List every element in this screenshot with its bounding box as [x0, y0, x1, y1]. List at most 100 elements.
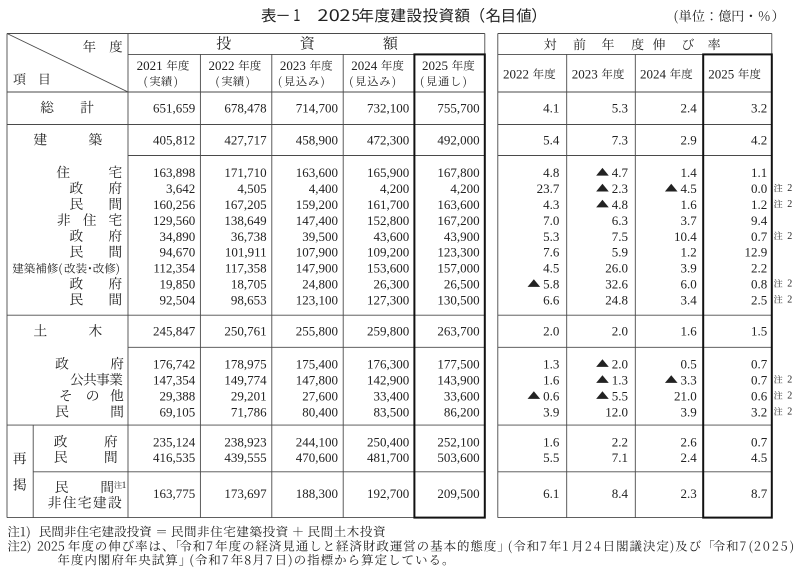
svg-text:245,847: 245,847	[153, 324, 196, 339]
svg-text:167,200: 167,200	[437, 213, 479, 228]
svg-text:2024: 2024	[351, 58, 378, 73]
svg-text:130,500: 130,500	[437, 292, 479, 307]
svg-text:2023: 2023	[280, 58, 306, 73]
svg-text:6.0: 6.0	[681, 277, 697, 292]
svg-text:1.3: 1.3	[543, 357, 559, 372]
svg-text:2.2: 2.2	[751, 261, 767, 276]
svg-text:27,600: 27,600	[302, 389, 338, 404]
svg-text:5.9: 5.9	[612, 245, 628, 260]
svg-text:153,600: 153,600	[367, 261, 409, 276]
svg-text:127,300: 127,300	[367, 292, 409, 307]
svg-text:7.5: 7.5	[612, 229, 628, 244]
svg-text:173,697: 173,697	[224, 486, 267, 501]
svg-text:755,700: 755,700	[437, 100, 479, 115]
svg-text:167,800: 167,800	[437, 165, 479, 180]
svg-text:481,700: 481,700	[367, 450, 409, 465]
svg-text:4.8: 4.8	[612, 197, 628, 212]
svg-text:3.9: 3.9	[681, 261, 697, 276]
svg-text:1.1: 1.1	[751, 165, 767, 180]
svg-text:24,800: 24,800	[302, 277, 338, 292]
svg-text:250,400: 250,400	[367, 434, 409, 449]
svg-text:147,800: 147,800	[296, 373, 338, 388]
svg-text:6.3: 6.3	[612, 213, 628, 228]
svg-text:175,400: 175,400	[296, 357, 338, 372]
svg-text:83,500: 83,500	[373, 405, 409, 420]
svg-text:6.1: 6.1	[543, 486, 559, 501]
svg-text:2.9: 2.9	[681, 132, 697, 147]
svg-text:101,911: 101,911	[225, 245, 267, 260]
svg-text:178,975: 178,975	[224, 357, 266, 372]
svg-text:5.5: 5.5	[612, 389, 628, 404]
svg-text:26,500: 26,500	[444, 277, 480, 292]
svg-text:80,400: 80,400	[302, 405, 338, 420]
svg-text:33,400: 33,400	[373, 389, 409, 404]
svg-text:26,300: 26,300	[373, 277, 409, 292]
svg-text:117,358: 117,358	[225, 261, 267, 276]
svg-text:209,500: 209,500	[437, 486, 479, 501]
svg-text:7.0: 7.0	[543, 213, 559, 228]
svg-text:165,900: 165,900	[367, 165, 409, 180]
svg-text:4.3: 4.3	[543, 197, 559, 212]
svg-text:109,200: 109,200	[367, 245, 409, 260]
svg-text:2.6: 2.6	[681, 434, 698, 449]
svg-text:147,900: 147,900	[296, 261, 338, 276]
svg-text:3,642: 3,642	[166, 181, 195, 196]
svg-text:33,600: 33,600	[444, 389, 480, 404]
svg-text:26.0: 26.0	[605, 261, 628, 276]
svg-text:160,256: 160,256	[153, 197, 196, 212]
svg-text:3.4: 3.4	[681, 292, 698, 307]
svg-text:19,850: 19,850	[159, 277, 195, 292]
svg-text:0.5: 0.5	[681, 357, 697, 372]
svg-text:123,100: 123,100	[296, 292, 338, 307]
svg-text:255,800: 255,800	[296, 324, 338, 339]
svg-text:2: 2	[787, 183, 792, 194]
svg-text:7.3: 7.3	[612, 132, 628, 147]
svg-text:4.5: 4.5	[681, 181, 697, 196]
svg-text:107,900: 107,900	[296, 245, 338, 260]
svg-text:1.6: 1.6	[681, 324, 698, 339]
svg-text:176,300: 176,300	[367, 357, 409, 372]
svg-text:1.5: 1.5	[751, 324, 767, 339]
svg-text:10.4: 10.4	[674, 229, 697, 244]
svg-text:32.6: 32.6	[605, 277, 628, 292]
svg-text:2023: 2023	[572, 67, 598, 82]
svg-text:1.2: 1.2	[751, 197, 767, 212]
svg-text:12.9: 12.9	[744, 245, 767, 260]
svg-text:4,400: 4,400	[309, 181, 338, 196]
svg-text:1.2: 1.2	[681, 245, 697, 260]
svg-text:2: 2	[787, 391, 792, 402]
svg-text:71,786: 71,786	[231, 405, 267, 420]
svg-text:2: 2	[787, 199, 792, 210]
svg-text:4,200: 4,200	[450, 181, 479, 196]
svg-text:2.4: 2.4	[681, 450, 698, 465]
svg-text:3.3: 3.3	[681, 373, 697, 388]
svg-text:171,710: 171,710	[224, 165, 266, 180]
svg-text:157,000: 157,000	[437, 261, 479, 276]
svg-text:732,100: 732,100	[367, 100, 409, 115]
svg-text:3.9: 3.9	[681, 405, 697, 420]
svg-text:5.8: 5.8	[543, 277, 559, 292]
svg-text:123,300: 123,300	[437, 245, 479, 260]
svg-text:2: 2	[787, 375, 792, 386]
svg-text:2.4: 2.4	[681, 100, 698, 115]
svg-text:4,200: 4,200	[380, 181, 409, 196]
svg-text:176,742: 176,742	[153, 357, 195, 372]
svg-text:0.8: 0.8	[751, 277, 767, 292]
svg-text:0.7: 0.7	[751, 434, 768, 449]
svg-text:2.5: 2.5	[751, 292, 767, 307]
svg-text:2: 2	[787, 294, 792, 305]
svg-text:94,670: 94,670	[159, 245, 195, 260]
svg-text:238,923: 238,923	[224, 434, 266, 449]
svg-text:492,000: 492,000	[437, 132, 479, 147]
svg-text:5.3: 5.3	[612, 100, 628, 115]
svg-text:2022: 2022	[503, 67, 529, 82]
svg-text:1.6: 1.6	[681, 197, 698, 212]
svg-text:470,600: 470,600	[296, 450, 338, 465]
svg-text:1.6: 1.6	[543, 373, 560, 388]
svg-text:5.3: 5.3	[543, 229, 559, 244]
svg-text:21.0: 21.0	[674, 389, 697, 404]
svg-text:188,300: 188,300	[296, 486, 338, 501]
svg-text:1.6: 1.6	[543, 434, 560, 449]
svg-text:8.4: 8.4	[612, 486, 629, 501]
svg-text:259,800: 259,800	[367, 324, 409, 339]
